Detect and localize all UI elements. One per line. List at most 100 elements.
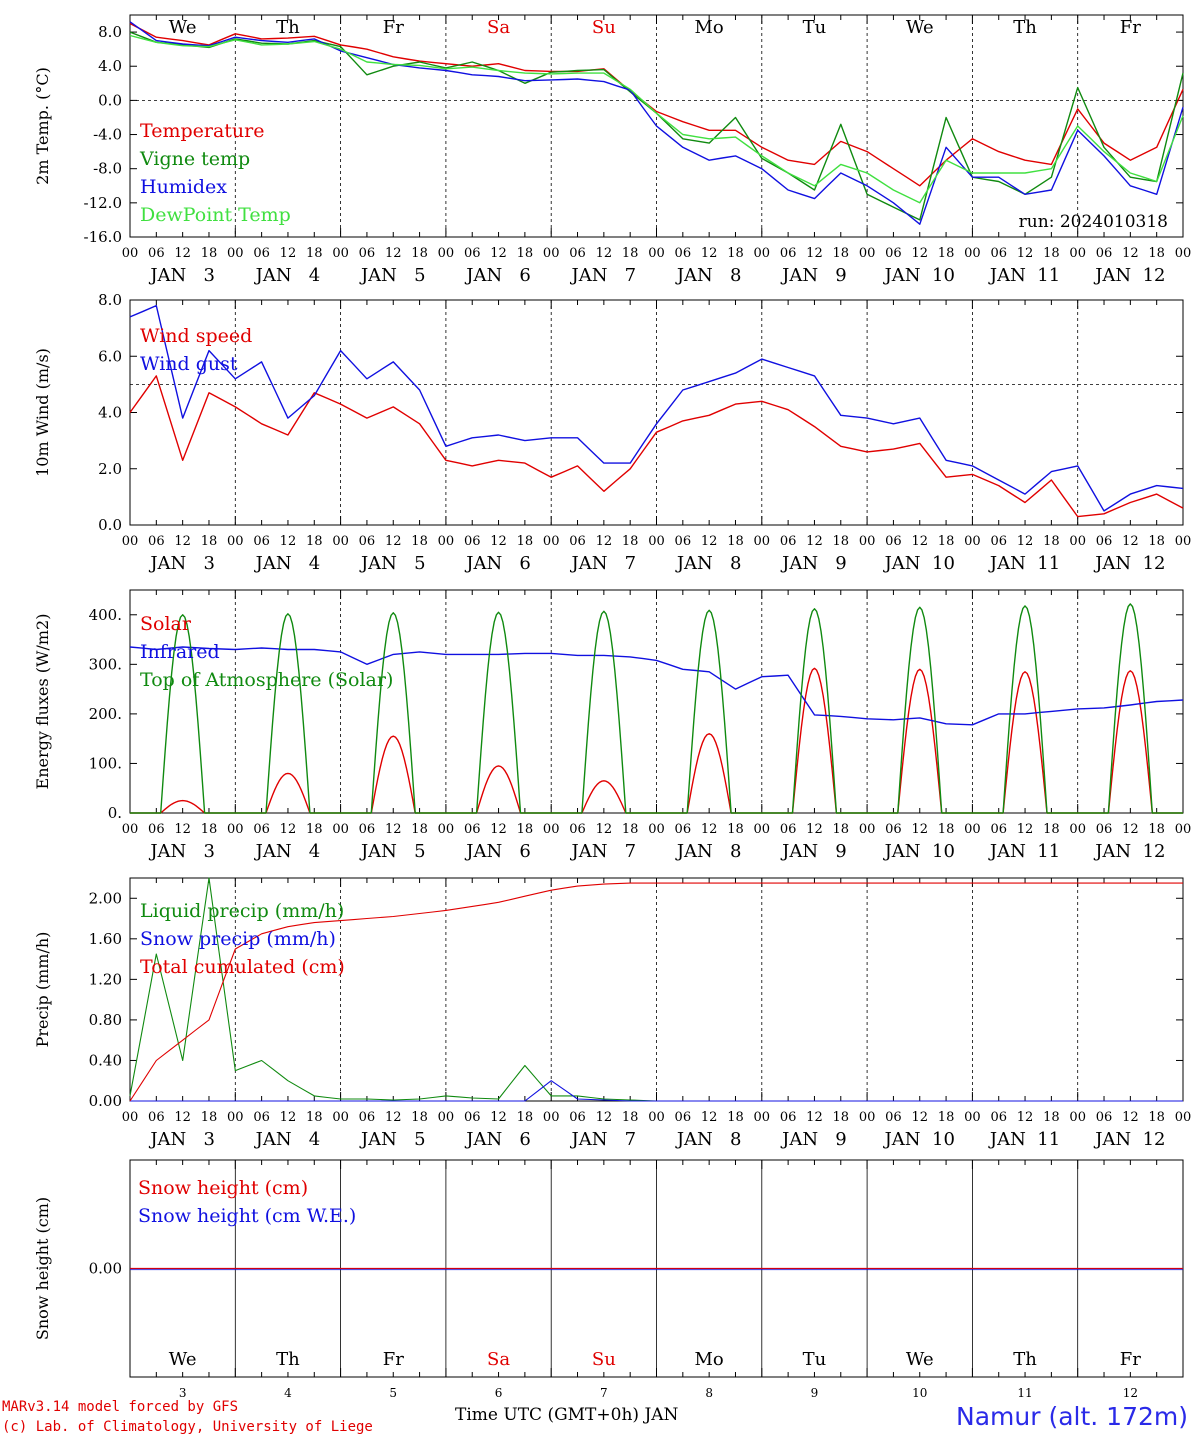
hour-tick-label: 12	[280, 822, 297, 837]
hour-tick-label: 12	[911, 246, 928, 261]
hour-tick-label: 12	[596, 1110, 613, 1125]
hour-tick-label: 00	[1069, 534, 1086, 549]
date-label: JAN 4	[254, 841, 321, 862]
hour-tick-label: 00	[964, 246, 981, 261]
hour-tick-label: 18	[727, 246, 744, 261]
hour-tick-label: 00	[754, 822, 771, 837]
hour-tick-label: 00	[543, 1110, 560, 1125]
weekday-label: Fr	[1120, 17, 1141, 38]
hour-tick-label: 06	[359, 534, 376, 549]
y-tick-label: 8.0	[98, 23, 122, 41]
hour-tick-label: 06	[464, 822, 481, 837]
hour-tick-label: 06	[253, 822, 270, 837]
hour-tick-label: 12	[490, 246, 507, 261]
date-label: JAN 8	[675, 841, 742, 862]
hour-tick-label: 18	[622, 534, 639, 549]
hour-tick-label: 06	[885, 534, 902, 549]
hour-tick-label: 00	[964, 1110, 981, 1125]
hour-tick-label: 06	[569, 1110, 586, 1125]
hour-tick-label: 00	[543, 246, 560, 261]
date-label: JAN 11	[988, 265, 1060, 286]
hour-tick-label: 18	[411, 534, 428, 549]
meteogram-chart: 8.0 4.0 0.0 -4.0 -8.0 -12.0 -16.0 2m Temp. (°C)…	[33, 14, 1192, 1400]
hour-tick-label: 12	[490, 534, 507, 549]
date-label: JAN 8	[675, 553, 742, 574]
y-tick-label: 4.0	[98, 404, 122, 422]
model-credit: MARv3.14 model forced by GFS	[2, 1399, 239, 1415]
hour-tick-label: 06	[359, 246, 376, 261]
hour-tick-label: 06	[780, 822, 797, 837]
y-tick-label: 0.00	[89, 1092, 122, 1110]
hour-tick-label: 00	[1175, 1110, 1192, 1125]
date-label: JAN 5	[359, 553, 426, 574]
weekday-label: Su	[592, 17, 616, 38]
hour-tick-label: 06	[675, 534, 692, 549]
hour-tick-label: 06	[990, 534, 1007, 549]
y-axis-label: Snow height (cm)	[33, 1197, 52, 1340]
date-label: JAN 5	[359, 265, 426, 286]
y-tick-label: -8.0	[93, 160, 122, 178]
hour-tick-label: 18	[622, 1110, 639, 1125]
hour-tick-label: 18	[833, 246, 850, 261]
hour-tick-label: 06	[464, 246, 481, 261]
legend-label: Solar	[140, 613, 192, 635]
hour-tick-label: 12	[174, 1110, 191, 1125]
hour-tick-label: 06	[780, 246, 797, 261]
time-axis-label: Time UTC (GMT+0h) JAN	[455, 1405, 679, 1425]
hour-tick-label: 12	[701, 246, 718, 261]
hour-tick-label: 18	[517, 1110, 534, 1125]
hour-tick-label: 00	[438, 246, 455, 261]
y-tick-label: 2.0	[98, 460, 122, 478]
weekday-label: We	[169, 17, 197, 38]
hour-tick-label: 18	[938, 534, 955, 549]
hour-tick-label: 12	[280, 246, 297, 261]
hour-tick-label: 00	[1175, 534, 1192, 549]
hour-tick-label: 12	[385, 822, 402, 837]
hour-tick-label: 18	[1043, 822, 1060, 837]
hour-tick-label: 00	[438, 534, 455, 549]
hour-tick-label: 00	[227, 1110, 244, 1125]
hour-tick-label: 12	[174, 534, 191, 549]
hour-tick-label: 12	[911, 822, 928, 837]
y-tick-label: 200.	[89, 705, 122, 723]
hour-tick-label: 00	[227, 822, 244, 837]
hour-tick-label: 18	[1043, 246, 1060, 261]
hour-tick-label: 06	[1096, 1110, 1113, 1125]
hour-tick-label: 12	[1122, 534, 1139, 549]
plot-frame	[129, 589, 1184, 814]
run-annotation: run: 2024010318	[1019, 212, 1168, 232]
weekday-label: Fr	[1120, 1349, 1141, 1370]
legend-label: DewPoint Temp	[140, 204, 291, 226]
hour-tick-label: 12	[1017, 534, 1034, 549]
hour-tick-label: 00	[122, 1110, 139, 1125]
hour-tick-label: 06	[148, 822, 165, 837]
legend-label: Infrared	[140, 641, 220, 663]
date-label: JAN 9	[780, 553, 847, 574]
date-label: JAN 11	[988, 1129, 1060, 1150]
y-tick-label: -4.0	[93, 126, 122, 144]
series-line	[130, 1080, 1183, 1102]
hour-tick-label: 12	[385, 1110, 402, 1125]
date-label: JAN 10	[883, 553, 955, 574]
hour-tick-label: 06	[253, 246, 270, 261]
weekday-label: We	[169, 1349, 197, 1370]
date-label: JAN 7	[570, 841, 637, 862]
hour-tick-label: 00	[332, 1110, 349, 1125]
hour-tick-label: 00	[438, 822, 455, 837]
hour-tick-label: 18	[517, 246, 534, 261]
day-number-label: 11	[1017, 1386, 1032, 1400]
hour-tick-label: 12	[1122, 1110, 1139, 1125]
hour-tick-label: 18	[727, 1110, 744, 1125]
date-label: JAN 7	[570, 1129, 637, 1150]
legend-label: Total cumulated (cm)	[140, 956, 345, 978]
y-tick-label: 1.60	[89, 930, 122, 948]
hour-tick-label: 06	[359, 822, 376, 837]
legend-label: Snow height (cm W.E.)	[138, 1205, 356, 1227]
hour-tick-label: 18	[201, 822, 218, 837]
date-label: JAN 3	[148, 553, 215, 574]
legend-label: Liquid precip (mm/h)	[140, 900, 344, 922]
y-tick-label: 2.00	[89, 889, 122, 907]
hour-tick-label: 00	[754, 1110, 771, 1125]
hour-tick-label: 12	[911, 1110, 928, 1125]
